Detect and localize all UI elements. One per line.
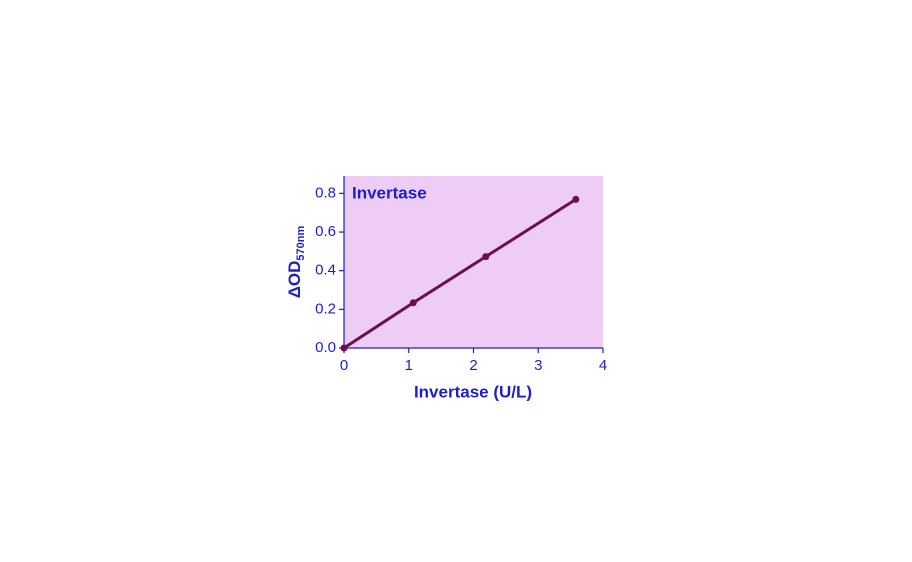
x-axis-label: Invertase (U/L) — [414, 382, 532, 401]
y-tick-label: 0.0 — [315, 339, 336, 356]
x-tick-label: 1 — [405, 357, 413, 374]
y-label-main: ΔOD — [285, 261, 304, 299]
y-axis-label: ΔOD570nm — [285, 225, 306, 298]
x-tick-label: 3 — [534, 357, 542, 374]
annotation: Invertase — [352, 183, 427, 202]
y-tick-label: 0.8 — [315, 184, 336, 201]
data-point — [572, 195, 580, 203]
data-point — [482, 253, 490, 261]
x-tick-label: 2 — [469, 357, 477, 374]
y-tick-label: 0.6 — [315, 223, 336, 240]
data-point — [409, 299, 417, 307]
y-label-sub: 570nm — [295, 225, 307, 260]
y-tick-label: 0.2 — [315, 300, 336, 317]
data-line — [343, 198, 577, 350]
x-tick-label: 0 — [340, 357, 348, 374]
data-point — [340, 344, 348, 352]
x-tick-label: 4 — [599, 357, 607, 374]
y-tick-label: 0.4 — [315, 262, 336, 279]
